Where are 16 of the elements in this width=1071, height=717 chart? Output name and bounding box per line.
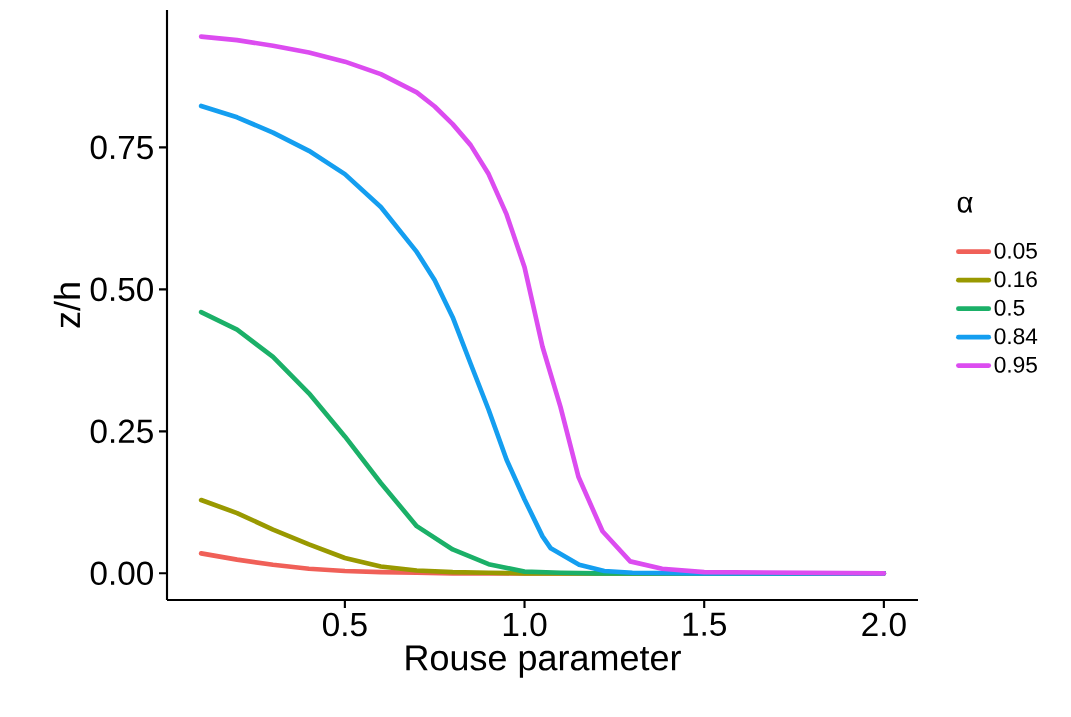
legend-title: α [957,196,973,213]
y-axis-title: z/h [53,283,81,328]
legend-label: 0.95 [994,356,1037,373]
y-tick-label: 0.50 [90,277,153,302]
legend-label: 0.05 [994,242,1037,259]
x-tick-label: 1.0 [503,612,547,637]
x-tick-label: 0.5 [323,612,367,637]
y-tick-label: 0.25 [90,419,153,444]
x-axis-title: Rouse parameter [406,645,681,678]
x-tick-label: 1.5 [683,612,726,636]
y-tick-label: 0.75 [90,135,153,160]
legend-label: 0.84 [994,328,1038,345]
legend-label: 0.16 [994,271,1037,288]
y-tick-label: 0.00 [90,561,153,586]
legend-label: 0.5 [994,299,1025,316]
x-tick-label: 2.0 [862,612,906,637]
